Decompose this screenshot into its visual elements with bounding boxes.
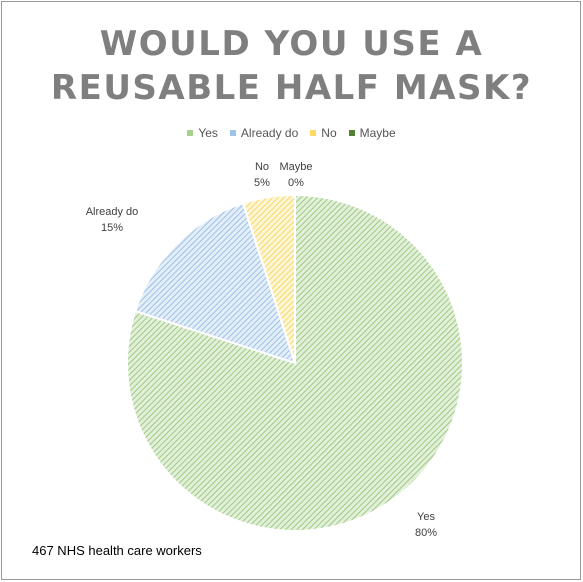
legend-item-no: No [310, 126, 337, 140]
slice-value-maybe: 0% [288, 177, 304, 189]
chart-title: WOULD YOU USE A REUSABLE HALF MASK? [0, 22, 583, 110]
slice-value-already-do: 15% [101, 222, 123, 234]
legend-swatch-maybe [348, 130, 355, 136]
slice-label-maybe: Maybe [279, 161, 312, 173]
legend-swatch-already-do [229, 130, 236, 136]
legend-swatch-no [310, 130, 317, 136]
legend-label-no: No [321, 126, 337, 140]
slice-label-already-do: Already do [86, 206, 139, 218]
slice-label-yes: Yes [417, 511, 435, 523]
pie-slice-yes [126, 193, 464, 532]
legend-label-maybe: Maybe [359, 126, 396, 140]
legend-swatch-yes [187, 130, 194, 136]
legend-label-already-do: Already do [240, 126, 299, 140]
pie-slice-no [241, 193, 296, 364]
chart-legend: Yes Already do No Maybe [0, 125, 583, 140]
slice-value-no: 5% [254, 177, 270, 189]
legend-item-already-do: Already do [229, 126, 299, 140]
legend-item-maybe: Maybe [348, 126, 396, 140]
footnote: 467 NHS health care workers [32, 543, 202, 558]
chart-title-line-2: REUSABLE HALF MASK? [50, 68, 533, 108]
slice-value-yes: 80% [415, 527, 437, 539]
slice-label-no: No [255, 161, 269, 173]
chart-title-line-1: WOULD YOU USE A [99, 24, 484, 64]
legend-label-yes: Yes [198, 126, 218, 140]
legend-item-yes: Yes [187, 126, 218, 140]
